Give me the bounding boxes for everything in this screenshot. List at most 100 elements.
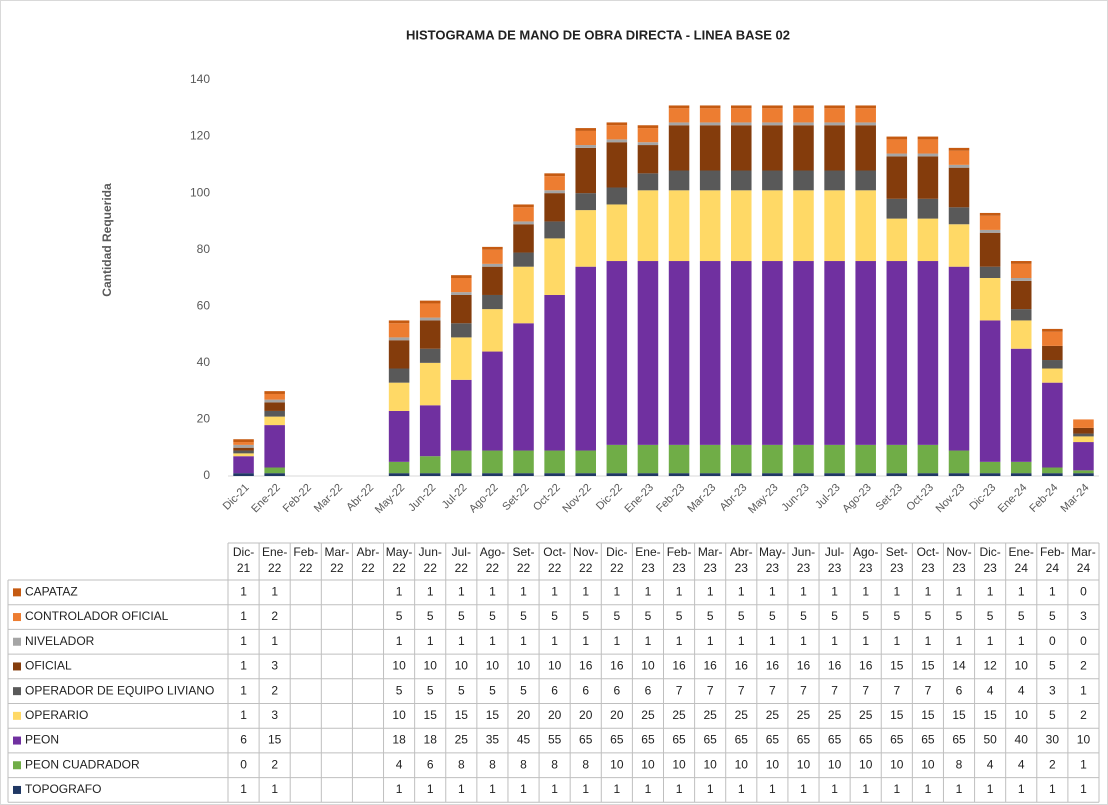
- table-cell: 1: [396, 585, 403, 599]
- bar-segment: [1010, 473, 1032, 476]
- table-cell: 1: [613, 782, 620, 796]
- bar-segment: [1073, 473, 1094, 476]
- bar-segment: [513, 224, 534, 253]
- table-cell: 30: [1046, 733, 1060, 747]
- table-cell: 3: [271, 708, 278, 722]
- table-cell: 65: [579, 733, 593, 747]
- table-cell: 1: [1018, 634, 1025, 648]
- table-header: Feb-22: [293, 545, 318, 575]
- bar-segment: [1073, 442, 1094, 471]
- bar-segment: [668, 108, 690, 123]
- bar-segment: [513, 221, 534, 225]
- bar-segment: [731, 170, 752, 191]
- bar-segment: [917, 218, 939, 262]
- table-cell: 10: [766, 757, 780, 771]
- bar-segment: [264, 402, 285, 411]
- table-cell: 15: [890, 708, 904, 722]
- bar-segment: [948, 224, 970, 267]
- y-tick-label: 120: [190, 129, 210, 143]
- bar-segment: [979, 212, 1001, 216]
- table-cell: 15: [921, 708, 935, 722]
- bar-segment: [824, 108, 845, 123]
- table-header: Mar-22: [325, 545, 350, 575]
- bar-segment: [855, 444, 876, 474]
- bar-segment: [855, 105, 876, 109]
- bar-segment: [668, 444, 690, 474]
- table-cell: 10: [797, 757, 811, 771]
- bar-segment: [731, 261, 752, 445]
- legend-swatch: [13, 687, 21, 696]
- table-cell: 5: [458, 609, 465, 623]
- bar-segment: [264, 391, 285, 394]
- bar-segment: [1042, 368, 1063, 383]
- legend-label: NIVELADOR: [25, 634, 95, 648]
- table-cell: 1: [831, 585, 838, 599]
- table-cell: 5: [769, 609, 776, 623]
- bar-segment: [979, 320, 1001, 462]
- table-cell: 1: [645, 634, 652, 648]
- bar-segment: [979, 232, 1001, 267]
- bar-segment: [948, 207, 970, 225]
- bar-segment: [917, 136, 939, 140]
- bar-segment: [762, 261, 783, 445]
- table-cell: 5: [520, 609, 527, 623]
- bar-segment: [419, 405, 441, 457]
- bar-segment: [388, 461, 410, 474]
- bar-segment: [419, 317, 441, 321]
- bar-segment: [917, 473, 939, 476]
- table-header: Ago-22: [480, 545, 505, 575]
- bar-segment: [544, 176, 565, 191]
- bar-segment: [762, 170, 783, 191]
- table-cell: 10: [455, 659, 469, 673]
- table-cell: 65: [766, 733, 780, 747]
- table-cell: 1: [427, 634, 434, 648]
- table-cell: 1: [831, 782, 838, 796]
- table-cell: 1: [240, 659, 247, 673]
- bar-segment: [264, 399, 285, 403]
- table-cell: 5: [956, 609, 963, 623]
- bar-segment: [1073, 470, 1094, 474]
- bar-segment: [419, 320, 441, 349]
- table-header: Ene-23: [635, 545, 660, 575]
- bar-segment: [606, 473, 628, 476]
- legend-swatch: [13, 637, 21, 646]
- bar-segment: [886, 198, 908, 219]
- y-tick-label: 140: [190, 72, 210, 86]
- bar-segment: [419, 348, 441, 363]
- bar-segment: [264, 416, 285, 426]
- table-cell: 1: [1080, 683, 1087, 697]
- table-cell: 5: [893, 609, 900, 623]
- table-cell: 4: [987, 683, 994, 697]
- table-cell: 8: [551, 757, 558, 771]
- table-cell: 5: [489, 609, 496, 623]
- bar-segment: [1010, 278, 1032, 281]
- bar-segment: [606, 139, 628, 143]
- bar-segment: [1073, 419, 1094, 428]
- table-cell: 65: [921, 733, 935, 747]
- bar-segment: [1010, 261, 1032, 264]
- bar-segment: [264, 467, 285, 474]
- legend-label: TOPOGRAFO: [25, 782, 101, 796]
- bar-segment: [762, 105, 783, 109]
- table-header: Dic-23: [979, 545, 1000, 575]
- bar-segment: [233, 439, 254, 443]
- bar-segment: [544, 450, 565, 474]
- table-cell: 1: [1049, 782, 1056, 796]
- table-cell: 4: [1018, 683, 1025, 697]
- bar-segment: [451, 337, 472, 380]
- bar-segment: [233, 447, 254, 451]
- table-cell: 65: [641, 733, 655, 747]
- bar-segment: [606, 261, 628, 445]
- bar-segment: [575, 266, 596, 451]
- table-cell: 1: [738, 634, 745, 648]
- bar-segment: [699, 444, 721, 474]
- bar-segment: [979, 278, 1001, 321]
- table-cell: 25: [735, 708, 749, 722]
- table-cell: 16: [828, 659, 842, 673]
- table-header: Mar-23: [698, 545, 723, 575]
- table-cell: 15: [455, 708, 469, 722]
- chart-title: HISTOGRAMA DE MANO DE OBRA DIRECTA - LIN…: [406, 27, 790, 42]
- bar-segment: [699, 473, 721, 476]
- table-cell: 10: [890, 757, 904, 771]
- table-cell: 15: [983, 708, 997, 722]
